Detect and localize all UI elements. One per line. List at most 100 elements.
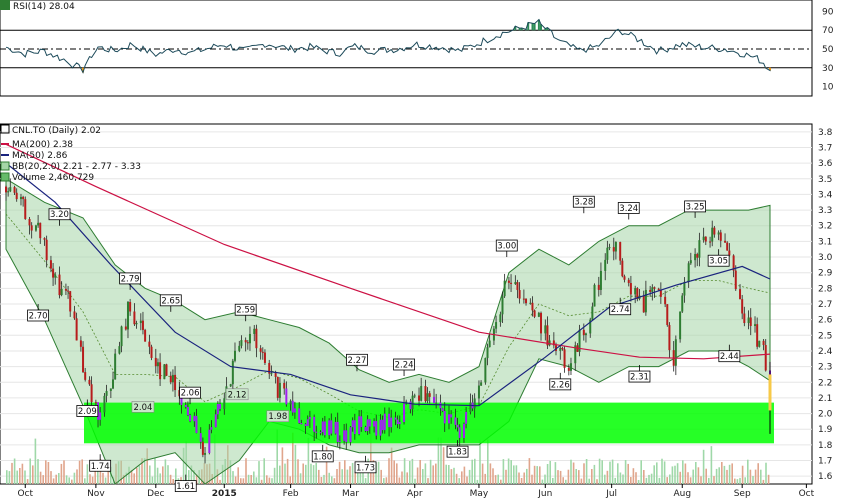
annotation-label: 2.27	[348, 356, 367, 366]
volume-bar	[307, 437, 310, 484]
price-y-tick-label: 2.8	[818, 284, 833, 294]
volume-bar	[536, 466, 538, 484]
candle-body	[574, 345, 577, 364]
price-y-tick-label: 2.5	[818, 331, 832, 341]
candle-body	[394, 417, 397, 420]
candle-body	[627, 279, 630, 284]
candle-body	[484, 358, 487, 383]
annotation-box	[119, 272, 142, 285]
candle-body	[238, 345, 241, 351]
volume-bar	[666, 477, 668, 484]
candle-body	[443, 410, 446, 424]
volume-bar	[310, 463, 312, 484]
candle-body	[486, 347, 489, 359]
candle-body	[649, 289, 652, 292]
candle-body	[454, 417, 457, 425]
volume-bar	[58, 473, 60, 484]
volume-bar	[149, 465, 151, 484]
candle-body	[582, 329, 585, 336]
annotation-label: 2.26	[551, 380, 570, 390]
volume-bar	[671, 466, 674, 484]
volume-bar	[396, 463, 398, 484]
candle-body	[103, 395, 106, 413]
box-label-text: 1.98	[268, 412, 287, 422]
volume-bar	[593, 464, 596, 484]
candle-body	[30, 225, 33, 231]
candle-body	[199, 433, 202, 442]
annotation-label: 1.83	[448, 448, 467, 458]
candle-body	[644, 289, 647, 313]
candle-body	[165, 364, 168, 376]
candle-body	[698, 240, 701, 258]
candle-body	[300, 423, 303, 425]
candle-body	[664, 296, 667, 305]
volume-bar	[286, 458, 289, 484]
candle-body	[156, 362, 159, 367]
candle-body	[687, 263, 690, 282]
annotation-box	[393, 358, 415, 371]
candle-body	[150, 346, 153, 358]
candle-body	[133, 311, 136, 325]
volume-bar	[674, 465, 676, 484]
volume-bar	[175, 468, 177, 484]
volume-bar	[507, 458, 510, 484]
candle-body	[674, 339, 677, 366]
price-y-tick-label: 2.2	[818, 378, 832, 388]
candle-body	[126, 301, 129, 330]
volume-bar	[474, 458, 476, 484]
candle-body	[278, 382, 281, 398]
x-tick-label: Apr	[407, 489, 423, 499]
volume-bar	[533, 465, 536, 484]
x-tick-label: Mar	[342, 489, 359, 499]
legend-swatch-volume	[0, 172, 10, 182]
volume-bar	[622, 474, 624, 484]
price-y-tick-label: 2.3	[818, 363, 832, 373]
candle-body	[696, 254, 699, 258]
candle-body	[409, 401, 412, 410]
candle-body	[435, 402, 438, 404]
candle-body	[208, 429, 211, 454]
candle-body	[666, 304, 669, 326]
volume-bar	[528, 458, 531, 484]
volume-bar	[749, 469, 752, 484]
candle-body	[328, 420, 331, 436]
candle-body	[304, 424, 307, 426]
volume-bar	[133, 473, 135, 484]
volume-bar	[398, 477, 401, 484]
candle-body	[13, 187, 16, 193]
price-y-ticks: 1.6 1.7 1.8 1.9 2.0 2.1 2.2 2.3 2.4 2.5 2.6 2.7 2.8 2…	[818, 128, 833, 482]
candle-body	[540, 312, 543, 334]
volume-bar	[650, 473, 653, 484]
annotation-box	[174, 480, 197, 493]
annotation-label: 2.31	[630, 373, 649, 383]
rsi-title: RSI(14) 28.04	[13, 2, 75, 12]
volume-bar	[624, 460, 627, 484]
candle-body	[276, 376, 279, 398]
candle-body	[702, 236, 705, 241]
candle-body	[358, 416, 361, 435]
volume-bar	[708, 477, 710, 484]
volume-bar	[416, 467, 419, 484]
volume-bar	[302, 463, 304, 484]
candle-body	[210, 427, 213, 430]
volume-bar	[648, 474, 650, 484]
annotation-box	[684, 200, 706, 213]
candle-body	[724, 240, 727, 243]
volume-bar	[333, 478, 336, 484]
candle-body	[7, 191, 10, 193]
price-y-tick-label: 2.9	[818, 269, 833, 279]
candle-body	[229, 384, 232, 387]
candle-body	[653, 287, 656, 289]
volume-bar	[65, 475, 68, 484]
candle-body	[69, 291, 72, 312]
candle-body	[516, 282, 519, 291]
volume-bar	[364, 478, 367, 484]
volume-bar	[585, 459, 588, 484]
volume-bar	[240, 478, 242, 484]
candle-body	[728, 250, 731, 256]
candle-body	[58, 274, 61, 296]
candle-body	[99, 412, 102, 420]
volume-bar	[523, 472, 525, 484]
candle-body	[240, 340, 243, 346]
candle-body	[223, 398, 226, 409]
